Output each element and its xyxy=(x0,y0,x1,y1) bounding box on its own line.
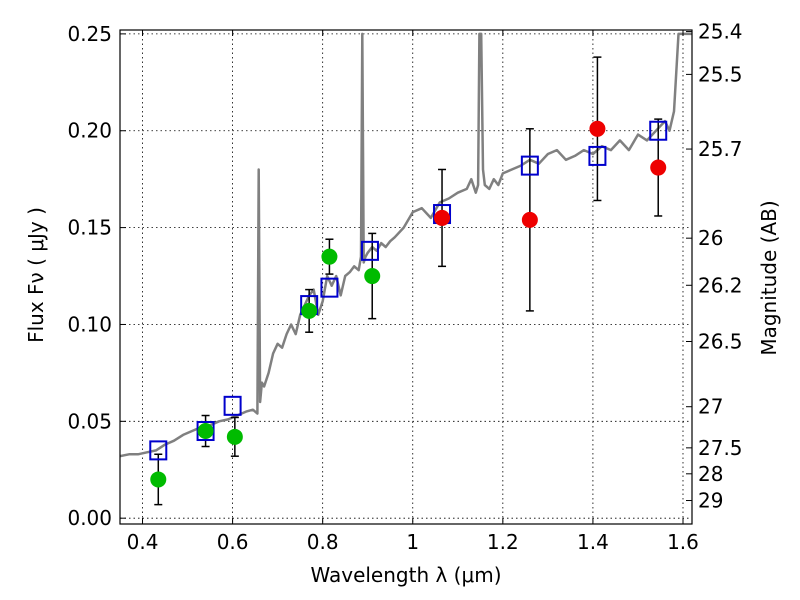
plot-frame xyxy=(119,29,693,525)
observed-point xyxy=(521,211,538,228)
right-tick-label: 27 xyxy=(698,395,723,419)
x-axis-label: Wavelength λ (μm) xyxy=(310,563,501,587)
x-tick-label: 1.6 xyxy=(667,530,699,554)
observed-point xyxy=(150,471,167,488)
right-axis-label: Magnitude (AB) xyxy=(757,200,781,355)
y-tick-label: 0.15 xyxy=(67,216,112,240)
right-tick-label: 29 xyxy=(698,489,723,513)
y-tick-label: 0.10 xyxy=(67,312,112,336)
model-square-marker xyxy=(149,440,168,461)
x-tick-label: 1 xyxy=(406,530,419,554)
observed-point xyxy=(650,159,667,176)
right-tick-label: 25.7 xyxy=(698,137,743,161)
observed-point xyxy=(197,423,214,440)
observed-point xyxy=(589,120,606,137)
model-square-marker xyxy=(223,395,242,416)
observed-point xyxy=(364,268,381,285)
spectrum-line xyxy=(120,32,692,458)
model-square-marker xyxy=(649,120,668,141)
observed-point xyxy=(434,209,451,226)
model-square-marker xyxy=(320,277,339,298)
y-tick-label: 0.05 xyxy=(67,409,112,433)
right-tick-label: 25.5 xyxy=(698,62,743,86)
ticks xyxy=(120,30,692,524)
grid xyxy=(120,30,692,524)
y-axis-label: Flux Fν ( μJy ) xyxy=(24,207,48,343)
right-tick-label: 26.5 xyxy=(698,330,743,354)
y-tick-label: 0.25 xyxy=(67,22,112,46)
tick-labels: 0.4 0.6 0.8 1 1.2 1.4 1.6 0.00 0.05 0.10 0.15 0.20 0… xyxy=(67,20,742,554)
right-tick-label: 28 xyxy=(698,462,723,486)
observed-point xyxy=(301,302,318,319)
y-tick-label: 0.00 xyxy=(67,506,112,530)
model-square-marker xyxy=(520,155,539,176)
right-tick-label: 26 xyxy=(698,226,723,250)
x-tick-label: 0.6 xyxy=(217,530,249,554)
x-tick-label: 1.4 xyxy=(577,530,609,554)
x-tick-label: 1.2 xyxy=(487,530,519,554)
x-tick-label: 0.4 xyxy=(127,530,159,554)
right-tick-label: 27.5 xyxy=(698,436,743,460)
right-tick-label: 26.2 xyxy=(698,273,743,297)
spectrum-series xyxy=(120,32,692,458)
right-tick-label: 25.4 xyxy=(698,20,743,44)
model-square-marker xyxy=(588,145,607,166)
model-square-marker xyxy=(360,240,379,261)
markers xyxy=(149,120,668,488)
x-tick-label: 0.8 xyxy=(307,530,339,554)
observed-point xyxy=(321,248,338,265)
y-tick-label: 0.20 xyxy=(67,119,112,143)
observed-point xyxy=(226,428,243,445)
